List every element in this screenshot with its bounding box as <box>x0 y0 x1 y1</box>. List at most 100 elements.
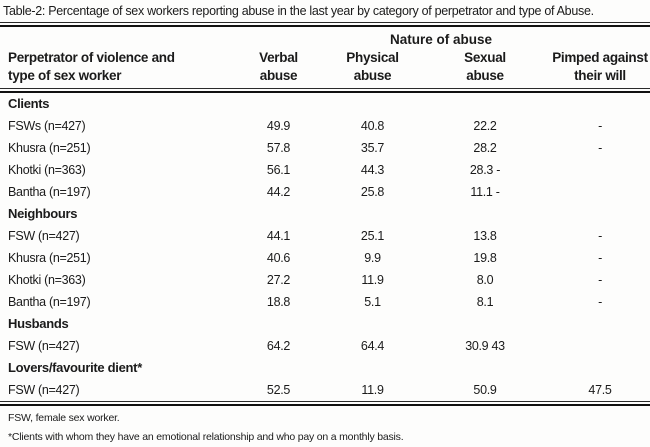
row-label: Khotki (n=363) <box>8 273 86 287</box>
row-label: Bantha (n=197) <box>8 185 91 199</box>
table-row: FSWs (n=427) 49.9 40.8 22.2 - <box>0 115 650 137</box>
row-label: FSW (n=427) <box>8 383 80 397</box>
cell-verbal-abuse: 27.2 <box>266 273 291 287</box>
cell-pimped-against-will: - <box>598 229 602 243</box>
table-row: Lovers/favourite dient* <box>0 357 650 379</box>
row-label: FSWs (n=427) <box>8 119 86 133</box>
column-header-line: abuse <box>466 68 504 83</box>
table-body: Clients FSWs (n=427) 49.9 40.8 22.2 - Kh… <box>0 93 650 401</box>
cell-pimped-against-will: 47.5 <box>588 383 612 397</box>
table-row: Bantha (n=197) 44.2 25.8 11.1 - <box>0 181 650 203</box>
cell-sexual-abuse: 8.1 <box>476 295 494 309</box>
row-label: Khotki (n=363) <box>8 163 86 177</box>
table-row: Khotki (n=363) 27.2 11.9 8.0 - <box>0 269 650 291</box>
cell-sexual-abuse: 22.2 <box>473 119 497 133</box>
row-label: Khusra (n=251) <box>8 141 91 155</box>
cell-sexual-abuse: 13.8 <box>473 229 497 243</box>
column-header-pimped: Pimped against their will <box>550 49 650 85</box>
cell-physical-abuse: 9.9 <box>364 251 381 265</box>
row-label: Neighbours <box>8 206 78 221</box>
row-label: Clients <box>8 96 50 111</box>
table-header: Nature of abuse Perpetrator of violence … <box>0 27 650 88</box>
cell-physical-abuse: 35.7 <box>360 141 385 155</box>
cell-pimped-against-will <box>550 313 650 335</box>
cell-physical-abuse: 64.4 <box>360 339 385 353</box>
footnote-fsw-definition: FSW, female sex worker. <box>8 412 120 424</box>
cell-verbal-abuse: 64.2 <box>266 339 291 353</box>
cell-verbal-abuse: 49.9 <box>266 119 291 133</box>
cell-verbal-abuse: 56.1 <box>266 163 291 177</box>
column-header-line: abuse <box>353 68 392 83</box>
column-header-line: type of sex worker <box>8 68 122 83</box>
cell-pimped-against-will <box>550 159 650 181</box>
row-label: Khusra (n=251) <box>8 251 91 265</box>
cell-sexual-abuse: 28.2 <box>473 141 497 155</box>
table-row: Khotki (n=363) 56.1 44.3 28.3 - <box>0 159 650 181</box>
table-row: FSW (n=427) 44.1 25.1 13.8 - <box>0 225 650 247</box>
cell-pimped-against-will: - <box>598 273 602 287</box>
cell-pimped-against-will <box>550 357 650 379</box>
column-header-perpetrator: Perpetrator of violence and type of sex … <box>0 49 232 85</box>
cell-sexual-abuse <box>420 203 550 225</box>
title-rule <box>0 22 650 27</box>
row-label: Lovers/favourite dient* <box>8 360 142 375</box>
column-header-line: Pimped against <box>552 50 648 65</box>
table-row: Husbands <box>0 313 650 335</box>
table-row: Clients <box>0 93 650 115</box>
cell-verbal-abuse <box>232 93 325 115</box>
cell-verbal-abuse <box>232 313 325 335</box>
cell-sexual-abuse: 28.3 - <box>469 163 501 177</box>
table-row: FSW (n=427) 52.5 11.9 50.9 47.5 <box>0 379 650 401</box>
cell-pimped-against-will: - <box>598 251 602 265</box>
cell-verbal-abuse: 57.8 <box>266 141 291 155</box>
cell-physical-abuse: 25.8 <box>360 185 385 199</box>
column-header-physical-abuse: Physical abuse <box>325 49 420 85</box>
cell-verbal-abuse: 40.6 <box>266 251 291 265</box>
cell-pimped-against-will <box>550 335 650 357</box>
cell-sexual-abuse: 30.9 43 <box>465 339 505 353</box>
cell-physical-abuse: 40.8 <box>360 119 385 133</box>
cell-pimped-against-will: - <box>598 119 602 133</box>
column-header-line: abuse <box>259 68 298 83</box>
cell-physical-abuse: 5.1 <box>364 295 381 309</box>
row-label: FSW (n=427) <box>8 229 80 243</box>
cell-sexual-abuse <box>420 93 550 115</box>
column-header-sexual-abuse: Sexual abuse <box>420 49 550 85</box>
footnotes: FSW, female sex worker. *Clients with wh… <box>0 406 650 447</box>
row-label: FSW (n=427) <box>8 339 80 353</box>
table-row: Khusra (n=251) 57.8 35.7 28.2 - <box>0 137 650 159</box>
bottom-rule <box>0 401 650 406</box>
table-row: Bantha (n=197) 18.8 5.1 8.1 - <box>0 291 650 313</box>
cell-pimped-against-will: - <box>598 295 602 309</box>
cell-physical-abuse <box>325 357 420 379</box>
column-header-line: Verbal <box>259 50 298 65</box>
cell-verbal-abuse: 52.5 <box>266 383 291 397</box>
column-header-verbal-abuse: Verbal abuse <box>232 49 325 85</box>
table-row: FSW (n=427) 64.2 64.4 30.9 43 <box>0 335 650 357</box>
cell-pimped-against-will <box>550 203 650 225</box>
cell-physical-abuse: 25.1 <box>360 229 385 243</box>
cell-sexual-abuse: 50.9 <box>473 383 497 397</box>
row-label: Bantha (n=197) <box>8 295 91 309</box>
cell-verbal-abuse <box>232 203 325 225</box>
cell-sexual-abuse <box>420 357 550 379</box>
column-header-line: Perpetrator of violence and <box>8 50 175 65</box>
footnote-clients-definition: *Clients with whom they have an emotiona… <box>8 431 404 443</box>
table-row: Khusra (n=251) 40.6 9.9 19.8 - <box>0 247 650 269</box>
cell-physical-abuse: 44.3 <box>360 163 385 177</box>
cell-verbal-abuse <box>232 357 325 379</box>
column-header-line: their will <box>574 68 626 83</box>
cell-pimped-against-will <box>550 93 650 115</box>
cell-verbal-abuse: 44.2 <box>266 185 291 199</box>
cell-pimped-against-will: - <box>598 141 602 155</box>
cell-sexual-abuse: 19.8 <box>473 251 497 265</box>
table-row: Neighbours <box>0 203 650 225</box>
table-title: Table-2: Percentage of sex workers repor… <box>3 4 594 18</box>
header-spacer <box>0 30 232 49</box>
cell-pimped-against-will <box>550 181 650 203</box>
cell-verbal-abuse: 44.1 <box>266 229 291 243</box>
column-header-line: Sexual <box>464 50 506 65</box>
column-header-line: Physical <box>346 50 399 65</box>
cell-physical-abuse: 11.9 <box>361 383 384 397</box>
